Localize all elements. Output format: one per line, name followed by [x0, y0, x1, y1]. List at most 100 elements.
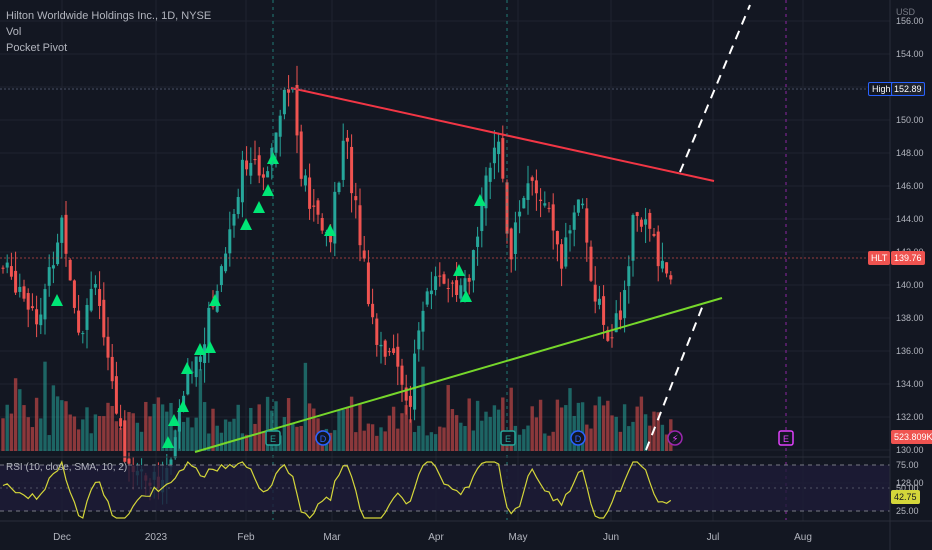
candle-body — [480, 204, 484, 232]
rsi-indicator-label[interactable]: RSI (10, close, SMA, 10, 2) — [6, 462, 128, 473]
candle-body — [282, 89, 286, 115]
volume-bar — [89, 433, 93, 451]
candle-body — [228, 229, 232, 254]
candle-body — [232, 214, 236, 226]
volume-bar — [68, 414, 72, 451]
price-tick-label: 132.00 — [896, 412, 924, 422]
candle-body — [30, 306, 34, 309]
earnings-marker[interactable]: E — [265, 430, 281, 446]
currency-label: USD — [896, 7, 916, 17]
time-tick-label: 2023 — [145, 532, 168, 543]
volume-bar — [102, 416, 106, 451]
volume-bar — [236, 404, 240, 451]
symbol-title[interactable]: Hilton Worldwide Holdings Inc., 1D, NYSE — [6, 10, 212, 22]
candle-body — [240, 159, 244, 203]
candle-body — [102, 299, 106, 338]
volume-value-tag: 523.809K — [891, 430, 932, 444]
rsi-tick-label: 75.00 — [896, 460, 919, 470]
candle-body — [539, 199, 543, 202]
price-tick-label: 138.00 — [896, 313, 924, 323]
candle-body — [434, 276, 438, 290]
candle-body — [383, 340, 387, 357]
volume-bar — [526, 425, 530, 451]
candle-body — [618, 310, 622, 320]
volume-bar — [97, 416, 102, 451]
projection-line-upper[interactable] — [679, 4, 751, 173]
projection-line-lower[interactable] — [645, 304, 704, 451]
candle-body — [576, 199, 580, 213]
candle-body — [14, 270, 18, 293]
volume-bar — [110, 405, 114, 451]
volume-bar — [307, 403, 312, 451]
candle-body — [526, 183, 530, 200]
volume-bar — [404, 405, 408, 451]
volume-bar — [299, 426, 303, 451]
candle-body — [119, 418, 123, 427]
candle-body — [362, 250, 366, 259]
volume-bar — [139, 431, 144, 451]
volume-bar — [295, 426, 299, 451]
candle-body — [522, 197, 526, 209]
candle-body — [555, 231, 559, 245]
resistance-trendline[interactable] — [290, 87, 715, 182]
candle-body — [261, 174, 265, 178]
rsi-tick-label: 25.00 — [896, 506, 919, 516]
candle-body — [534, 180, 538, 194]
vol-indicator-label[interactable]: Vol — [6, 26, 22, 38]
candle-body — [547, 207, 551, 209]
earnings-marker[interactable]: E — [500, 430, 516, 446]
earnings-marker[interactable]: E — [778, 430, 794, 446]
volume-bar — [459, 422, 463, 451]
candle-body — [35, 309, 39, 325]
price-tick-label: 136.00 — [896, 346, 924, 356]
volume-bar — [547, 435, 551, 451]
last-price-tag: 139.76 — [891, 251, 925, 265]
time-tick-label: Jun — [603, 532, 619, 543]
price-tick-label: 128.00 — [896, 478, 924, 488]
candle-body — [467, 277, 471, 282]
candle-body — [236, 197, 240, 215]
dividend-marker[interactable]: D — [315, 430, 331, 446]
candle-body — [224, 253, 228, 272]
volume-bar — [370, 424, 375, 451]
volume-bar — [522, 429, 526, 451]
volume-bar — [379, 427, 383, 451]
volume-bar — [492, 405, 497, 451]
lightning-marker[interactable]: ⚡ — [667, 430, 683, 446]
volume-bar — [425, 435, 429, 451]
pocket-pivot-label[interactable]: Pocket Pivot — [6, 42, 68, 54]
price-tick-label: 154.00 — [896, 49, 924, 59]
candle-body — [177, 408, 181, 432]
volume-bar — [135, 422, 140, 451]
support-trendline[interactable] — [194, 297, 723, 453]
volume-bar — [127, 412, 131, 451]
volume-bar — [450, 409, 455, 451]
volume-bar — [333, 430, 337, 451]
candle-body — [488, 167, 492, 182]
volume-bar — [622, 404, 627, 451]
pocket-pivot-triangle — [453, 264, 465, 276]
dividend-marker[interactable]: D — [570, 430, 586, 446]
volume-bar — [211, 408, 215, 451]
candle-body — [652, 233, 656, 236]
candle-body — [358, 205, 362, 246]
candle-body — [459, 285, 463, 299]
pocket-pivot-triangle — [51, 294, 63, 306]
candle-body — [249, 162, 253, 176]
candle-body — [476, 236, 480, 247]
volume-bar — [467, 398, 471, 451]
volume-bar — [454, 415, 459, 451]
candle-body — [639, 219, 643, 227]
candle-body — [627, 266, 631, 287]
pocket-pivot-triangle — [267, 152, 279, 164]
candle-body — [207, 307, 211, 351]
volume-bar — [656, 412, 660, 451]
price-tick-label: 146.00 — [896, 181, 924, 191]
volume-bar — [26, 417, 30, 451]
volume-bar — [64, 401, 68, 451]
time-axis[interactable]: Dec 2023 Feb Mar Apr May Jun Jul Aug — [53, 532, 812, 543]
price-tick-label: 130.00 — [896, 445, 924, 455]
candle-body — [329, 230, 333, 243]
